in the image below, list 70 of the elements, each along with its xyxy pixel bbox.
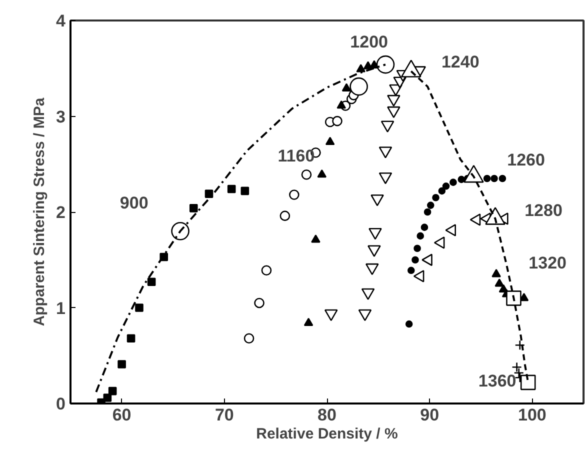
- point: [498, 174, 506, 182]
- point: [494, 278, 504, 287]
- point: [126, 334, 136, 343]
- point: [311, 234, 320, 243]
- point: [350, 77, 368, 96]
- point: [426, 202, 434, 209]
- point: [514, 340, 526, 350]
- point: [147, 278, 156, 286]
- point: [490, 174, 498, 182]
- point: [342, 83, 352, 92]
- y-axis-title: Apparent Sintering Stress / MPa: [31, 97, 48, 326]
- point: [240, 186, 250, 196]
- point: [108, 386, 117, 396]
- point: [376, 55, 395, 74]
- y-tick-label: 4: [56, 12, 66, 30]
- point: [420, 224, 428, 231]
- point: [416, 232, 424, 240]
- point: [414, 244, 421, 252]
- point: [405, 320, 413, 328]
- point: [171, 222, 190, 240]
- point: [512, 362, 522, 372]
- annotation: 900: [120, 193, 148, 212]
- point: [336, 100, 346, 109]
- annotation: 1160: [278, 146, 315, 166]
- y-tick-label: 0: [56, 394, 66, 414]
- point: [325, 136, 335, 146]
- point: [254, 298, 264, 308]
- point: [442, 182, 450, 190]
- x-tick-label: 70: [214, 406, 234, 424]
- annotation: 1280: [524, 201, 562, 220]
- point: [458, 176, 466, 184]
- point: [118, 360, 126, 368]
- point: [450, 178, 457, 186]
- point: [492, 268, 501, 278]
- x-tick-label: 100: [518, 406, 546, 424]
- y-tick-label: 3: [56, 107, 66, 126]
- point: [407, 266, 415, 274]
- point: [438, 187, 446, 195]
- annotation: 1260: [507, 150, 545, 170]
- x-axis-title: Relative Density / %: [256, 426, 398, 442]
- point: [520, 374, 536, 390]
- point: [514, 368, 524, 378]
- x-tick-label: 60: [112, 406, 132, 424]
- x-tick-label: 90: [420, 406, 440, 424]
- point: [412, 256, 419, 264]
- annotation: 1320: [528, 254, 567, 273]
- annotation: 1360: [478, 372, 516, 391]
- point: [317, 169, 327, 178]
- point: [424, 208, 432, 216]
- point: [189, 204, 198, 212]
- point: [204, 190, 214, 198]
- point: [483, 174, 491, 182]
- y-tick-label: 1: [56, 298, 66, 318]
- point: [301, 170, 312, 180]
- annotation: 1200: [350, 32, 388, 52]
- x-tick-label: 80: [318, 406, 336, 424]
- point: [356, 64, 366, 72]
- point: [135, 304, 144, 312]
- point: [261, 265, 272, 276]
- point: [280, 210, 290, 221]
- point: [506, 290, 522, 306]
- point: [244, 333, 254, 344]
- point: [227, 184, 236, 194]
- annotation: 1240: [441, 52, 480, 72]
- y-tick-label: 2: [56, 203, 66, 222]
- point: [432, 194, 440, 202]
- point: [103, 394, 112, 402]
- point: [289, 190, 300, 200]
- point: [304, 318, 314, 326]
- point: [332, 116, 342, 126]
